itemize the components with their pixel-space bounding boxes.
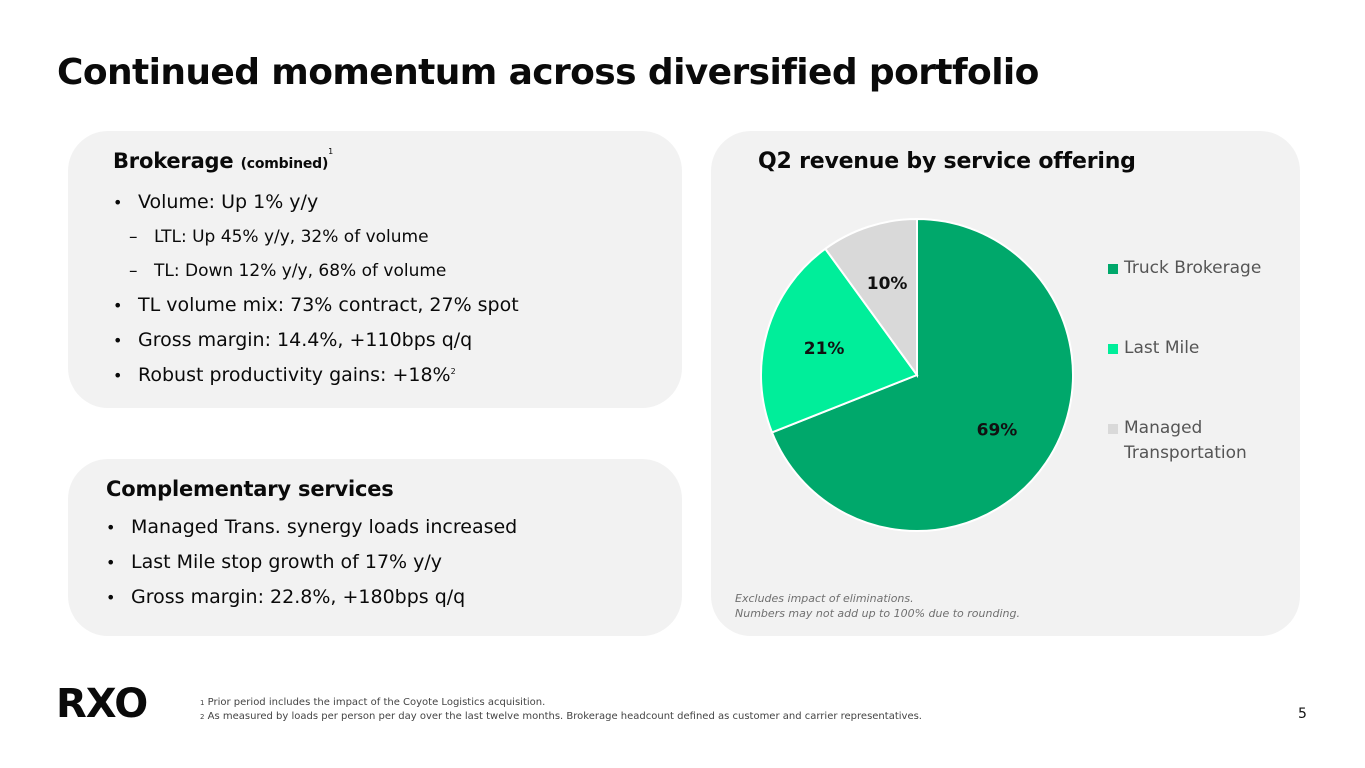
footnote-2: 2 As measured by loads per person per da… [200,711,922,722]
pie-label-last-mile: 21% [804,339,845,359]
bullet-managed-trans: Managed Trans. synergy loads increased [106,510,517,545]
pie-slice-managed-transportation [823,217,918,379]
pie-chart: 69% 21% 10% [760,217,1074,532]
pie-slice-truck-brokerage [770,217,1074,532]
legend-item-truck-brokerage: Truck Brokerage [1108,256,1304,281]
footnotes: 1 Prior period includes the impact of th… [200,696,922,724]
bullet-productivity: Robust productivity gains: +18%2 [113,358,519,393]
services-panel: Complementary services Managed Trans. sy… [68,459,682,636]
sub-bullet-tl: TL: Down 12% y/y, 68% of volume [113,254,519,288]
pie-slice-last-mile [760,247,919,434]
legend-swatch [1108,264,1118,274]
slide-title: Continued momentum across diversified po… [57,52,1039,93]
brokerage-heading-sub: (combined) [240,156,329,172]
services-heading: Complementary services [106,477,394,501]
legend-item-last-mile: Last Mile [1108,336,1304,361]
legend-label: Managed Transportation [1124,418,1247,463]
legend-label: Truck Brokerage [1124,258,1262,278]
bullet-gross-margin: Gross margin: 14.4%, +110bps q/q [113,323,519,358]
pie-label-managed-transportation: 10% [867,274,908,294]
chart-note: Excludes impact of eliminations. Numbers… [735,591,1020,621]
chart-title: Q2 revenue by service offering [758,149,1136,174]
brokerage-heading-text: Brokerage [113,149,234,173]
bullet-services-gross-margin: Gross margin: 22.8%, +180bps q/q [106,580,517,615]
footnote-1: 1 Prior period includes the impact of th… [200,697,546,708]
productivity-footnote-mark: 2 [450,367,456,376]
bullet-volume: Volume: Up 1% y/y [113,185,519,220]
legend-swatch [1108,424,1118,434]
brokerage-panel: Brokerage (combined)1 Volume: Up 1% y/y … [68,131,682,408]
pie-label-truck-brokerage: 69% [977,420,1018,440]
services-bullet-list: Managed Trans. synergy loads increased L… [106,510,517,615]
chart-note-line: Numbers may not add up to 100% due to ro… [735,607,1020,620]
chart-panel: Q2 revenue by service offering 69% 21% 10%… [711,131,1300,636]
brokerage-bullet-list: Volume: Up 1% y/y LTL: Up 45% y/y, 32% o… [113,185,519,393]
brokerage-heading-footnote-mark: 1 [328,147,334,156]
legend-swatch [1108,344,1118,354]
brokerage-heading: Brokerage (combined)1 [113,147,334,173]
legend-label: Last Mile [1124,338,1200,358]
page-number: 5 [1298,706,1307,722]
rxo-logo: RXO [56,681,148,727]
chart-note-line: Excludes impact of eliminations. [735,592,914,605]
bullet-last-mile: Last Mile stop growth of 17% y/y [106,545,517,580]
sub-bullet-ltl: LTL: Up 45% y/y, 32% of volume [113,220,519,254]
legend-item-managed-transportation: Managed Transportation [1108,416,1284,466]
bullet-tl-volume-mix: TL volume mix: 73% contract, 27% spot [113,288,519,323]
